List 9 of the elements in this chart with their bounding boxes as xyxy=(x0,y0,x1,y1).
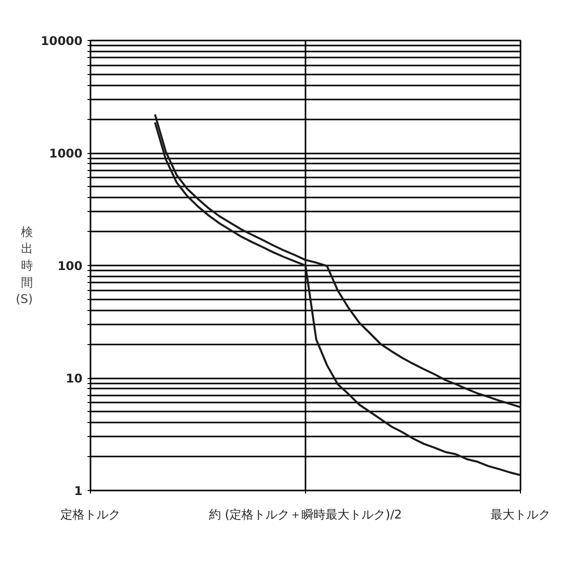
y-tick-label: 1 xyxy=(74,484,83,498)
x-tick-label: 定格トルク xyxy=(60,508,120,522)
x-tick-label: 約 (定格トルク＋瞬時最大トルク)/2 xyxy=(209,508,402,522)
y-tick-label: 10000 xyxy=(40,34,82,48)
y-axis-title: 検出時間 (S) xyxy=(16,224,33,306)
y-tick-label: 10 xyxy=(66,372,83,386)
y-tick-label: 100 xyxy=(57,259,83,273)
y-tick-label: 1000 xyxy=(49,146,83,160)
x-tick-label: 最大トルク xyxy=(490,508,550,522)
